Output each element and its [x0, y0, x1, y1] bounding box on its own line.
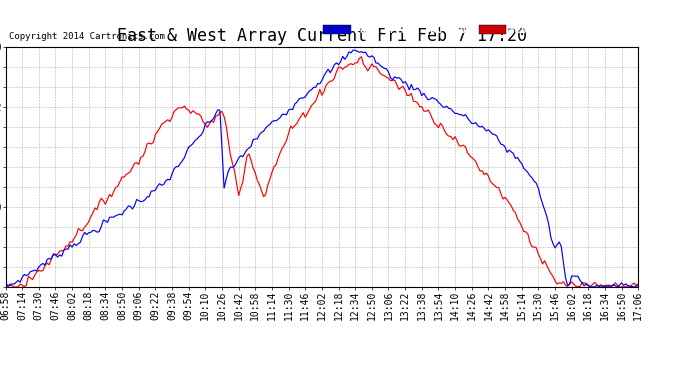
Title: East & West Array Current Fri Feb 7 17:20: East & West Array Current Fri Feb 7 17:2…	[117, 27, 527, 45]
Legend: East Array  (DC Amps), West Array  (DC Amps): East Array (DC Amps), West Array (DC Amp…	[322, 24, 633, 36]
Text: Copyright 2014 Cartronics.com: Copyright 2014 Cartronics.com	[9, 32, 164, 41]
